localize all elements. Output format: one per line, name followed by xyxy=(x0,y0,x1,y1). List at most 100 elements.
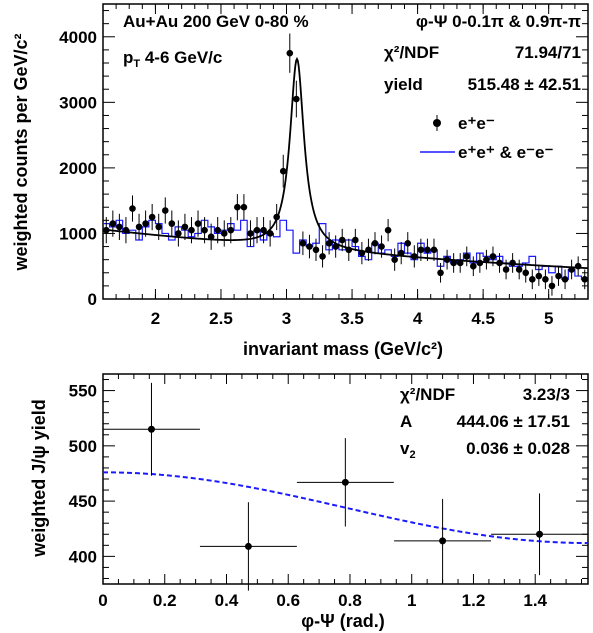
x-tick-label: 2 xyxy=(151,309,160,328)
data-point xyxy=(515,266,523,273)
data-point xyxy=(463,253,471,260)
data-point xyxy=(535,272,543,280)
data-point xyxy=(345,246,353,254)
data-point xyxy=(384,226,392,234)
system-label: Au+Au 200 GeV 0-80 % xyxy=(123,12,309,31)
y-tick-label: 1000 xyxy=(59,224,97,243)
bottom-x-axis-title: φ-Ψ (rad.) xyxy=(301,611,384,631)
bottom-ticks: 0 0.2 0.4 0.6 0.8 1 1.2 1.4 400 450 500 550 xyxy=(69,374,588,610)
chi2-label: χ²/NDF xyxy=(384,43,439,62)
data-point xyxy=(555,272,562,280)
y-tick-label: 450 xyxy=(69,492,97,511)
pt-label: pT 4-6 GeV/c xyxy=(123,48,222,70)
data-point xyxy=(417,246,425,254)
data-point xyxy=(135,223,143,231)
data-point xyxy=(161,207,169,214)
data-point xyxy=(240,203,248,211)
data-point xyxy=(397,249,405,257)
data-point xyxy=(116,223,123,231)
data-point xyxy=(470,262,477,270)
data-point xyxy=(214,226,221,234)
data-point xyxy=(489,253,497,260)
data-point xyxy=(266,230,274,237)
data-point xyxy=(109,220,117,227)
fit-curve xyxy=(102,56,589,270)
y-tick-label: 4000 xyxy=(59,28,97,47)
data-point xyxy=(279,167,287,175)
data-point xyxy=(319,253,326,260)
data-point xyxy=(312,246,320,254)
data-point xyxy=(404,239,412,247)
data-point xyxy=(509,259,516,267)
data-point xyxy=(188,226,195,234)
data-point xyxy=(332,243,339,250)
x-tick-label: 4 xyxy=(413,309,423,328)
data-point xyxy=(273,213,280,221)
y-tick-label: 500 xyxy=(69,437,97,456)
data-point xyxy=(581,276,589,283)
y-tick-label: 3000 xyxy=(59,93,97,112)
top-plot-frame xyxy=(102,3,589,300)
data-point xyxy=(522,269,530,277)
yield-points xyxy=(103,382,588,591)
y-tick-label: 550 xyxy=(69,382,97,401)
data-point xyxy=(548,282,556,290)
unlike-sign-points xyxy=(102,33,589,296)
v2-fit-line xyxy=(103,471,588,545)
data-point xyxy=(443,256,451,263)
x-tick-label: 3 xyxy=(282,309,291,328)
data-point xyxy=(574,262,582,270)
x-tick-label: 1.2 xyxy=(462,591,486,610)
data-point xyxy=(247,230,254,237)
yield-point xyxy=(439,537,447,545)
data-point xyxy=(201,226,208,234)
data-point xyxy=(378,243,385,250)
data-point xyxy=(102,226,110,234)
x-tick-label: 4.5 xyxy=(471,309,495,328)
data-point xyxy=(476,259,484,267)
data-point xyxy=(148,213,156,221)
data-point xyxy=(483,256,490,263)
bottom-chi2-label: χ²/NDF xyxy=(400,385,455,404)
yield-label: yield xyxy=(384,75,423,94)
v2-value: 0.036 ± 0.028 xyxy=(466,439,570,458)
v2-subscript: 2 xyxy=(409,449,415,461)
yield-point xyxy=(341,478,349,486)
x-tick-label: 0 xyxy=(98,591,107,610)
data-point xyxy=(220,230,228,237)
data-point xyxy=(142,220,149,227)
data-point xyxy=(207,233,215,241)
pt-subscript: T xyxy=(133,58,140,70)
x-tick-label: 5 xyxy=(544,309,553,328)
bottom-chi2-value: 3.23/3 xyxy=(523,385,570,404)
yield-point xyxy=(244,542,252,550)
top-y-axis-title: weighted counts per GeV/c² xyxy=(11,33,31,271)
data-point xyxy=(175,230,182,237)
fit-line xyxy=(102,56,589,270)
data-point xyxy=(286,49,294,57)
data-point xyxy=(568,266,575,273)
data-point xyxy=(450,259,457,267)
data-point xyxy=(430,246,438,254)
legend-label-like: e⁺e⁺ & e⁻e⁻ xyxy=(458,143,553,162)
data-point xyxy=(253,226,261,234)
data-point xyxy=(391,256,398,263)
data-point xyxy=(352,236,359,244)
top-x-axis-title: invariant mass (GeV/c²) xyxy=(243,339,443,359)
data-point xyxy=(293,95,300,103)
data-point xyxy=(371,239,379,247)
data-point xyxy=(155,223,163,231)
data-point xyxy=(338,236,346,244)
data-point xyxy=(456,259,464,267)
x-tick-label: 0.4 xyxy=(215,591,239,610)
x-tick-label: 1.4 xyxy=(523,591,547,610)
v2-symbol: v xyxy=(400,439,410,458)
pt-symbol: p xyxy=(123,48,133,67)
data-point xyxy=(299,239,307,247)
x-tick-label: 0.2 xyxy=(153,591,177,610)
legend: e⁺e⁻ e⁺e⁺ & e⁻e⁻ xyxy=(420,114,553,162)
x-tick-label: 0.6 xyxy=(276,591,300,610)
top-panel: 2 2.5 3 3.5 4 4.5 5 0 1000 2000 3000 4000 Au+Au 200… xyxy=(11,3,589,359)
y-tick-label: 0 xyxy=(88,290,97,309)
